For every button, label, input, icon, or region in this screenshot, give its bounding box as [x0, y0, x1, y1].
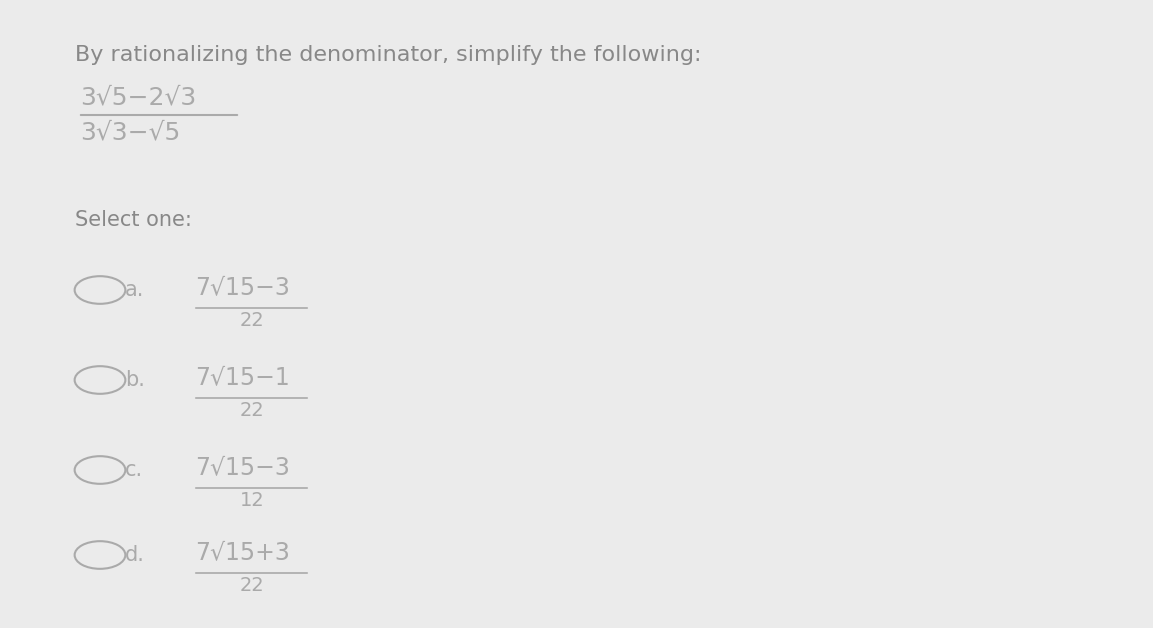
Text: 7√15−3: 7√15−3 [195, 275, 289, 299]
Text: 7√15−3: 7√15−3 [195, 455, 289, 479]
Text: 7√15−1: 7√15−1 [195, 365, 289, 389]
Text: 12: 12 [240, 491, 264, 510]
Text: d.: d. [125, 545, 145, 565]
Text: c.: c. [125, 460, 143, 480]
Text: 3√5−2√3: 3√5−2√3 [80, 85, 196, 109]
Text: a.: a. [125, 280, 144, 300]
Text: 22: 22 [240, 401, 264, 420]
Text: b.: b. [125, 370, 145, 390]
Text: 22: 22 [240, 311, 264, 330]
Text: 22: 22 [240, 576, 264, 595]
Text: 7√15+3: 7√15+3 [195, 540, 289, 564]
Text: 3√3−√5: 3√3−√5 [80, 120, 180, 144]
Text: Select one:: Select one: [75, 210, 191, 230]
Text: By rationalizing the denominator, simplify the following:: By rationalizing the denominator, simpli… [75, 45, 701, 65]
